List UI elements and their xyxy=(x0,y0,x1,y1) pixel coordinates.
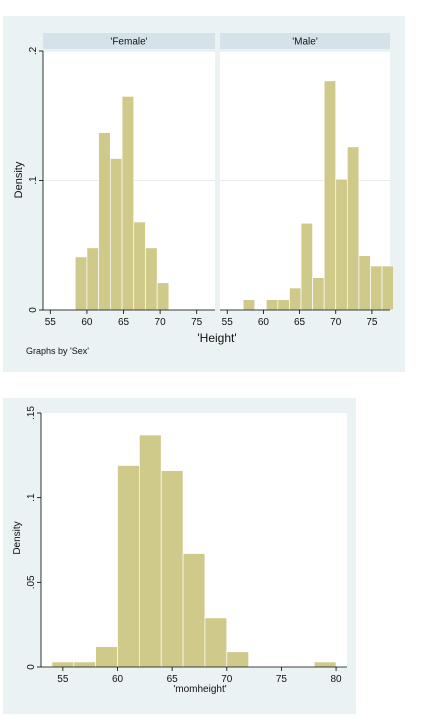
x-tick-label: 70 xyxy=(221,674,233,685)
y-tick-label: .15 xyxy=(26,406,37,420)
histogram-bar xyxy=(300,222,313,311)
strip-label-male: 'Male' xyxy=(292,37,318,48)
x-axis-title: 'Height' xyxy=(197,331,236,345)
x-tick-label: 65 xyxy=(294,317,306,328)
x-tick-label: 60 xyxy=(258,317,270,328)
histogram-bar xyxy=(358,255,371,311)
histogram-bar xyxy=(160,470,184,668)
height-by-sex-histogram: 'Female' 0 .1 .2 55 60 65 70 75 'Male' 55 60 65 7… xyxy=(3,16,405,372)
histogram-bar xyxy=(121,95,135,311)
strip-male xyxy=(220,33,390,49)
y-axis-title: Density xyxy=(13,161,25,198)
strip-female xyxy=(43,33,215,49)
histogram-bar xyxy=(335,178,348,311)
histogram-bar xyxy=(370,265,383,311)
x-tick-label: 65 xyxy=(118,317,130,328)
histogram-bar xyxy=(98,132,111,311)
histogram-bar xyxy=(381,265,394,311)
histogram-bar xyxy=(265,299,279,311)
strip-label-female: 'Female' xyxy=(110,37,147,48)
panel-male: 'Male' 55 60 65 70 75 xyxy=(220,33,394,328)
histogram-bar xyxy=(242,299,256,311)
histogram-bar xyxy=(226,651,249,668)
y-axis-title-2: Density xyxy=(12,521,23,554)
x-tick-label: 55 xyxy=(57,674,69,685)
y-tick-label: 0 xyxy=(28,307,39,313)
momheight-histogram: 0 .05 .1 .15 55 60 65 70 75 80 Density 'momheigh… xyxy=(3,398,356,714)
x-tick-label: 75 xyxy=(276,674,288,685)
graphs-by-note: Graphs by 'Sex' xyxy=(26,346,89,356)
x-tick-label: 65 xyxy=(167,674,179,685)
histogram-bar xyxy=(289,287,302,311)
histogram-bar xyxy=(86,247,99,311)
x-tick-label: 70 xyxy=(155,317,167,328)
histogram-bar xyxy=(313,661,337,668)
histogram-bar xyxy=(145,247,158,311)
histogram-bar xyxy=(109,158,123,311)
histogram-bar xyxy=(346,146,360,311)
x-tick-label: 75 xyxy=(191,317,203,328)
x-tick-label: 55 xyxy=(45,317,57,328)
y-tick-label: .2 xyxy=(28,46,39,55)
y-tick-label: .1 xyxy=(28,176,39,185)
x-tick-label: 60 xyxy=(112,674,124,685)
histogram-bar xyxy=(117,465,140,668)
y-tick-label: 0 xyxy=(26,664,37,670)
x-tick-label: 80 xyxy=(331,674,343,685)
histogram-bar xyxy=(51,661,75,668)
histogram-bar xyxy=(95,646,118,668)
histogram-bar xyxy=(277,299,290,311)
histogram-bar xyxy=(74,256,88,311)
histogram-bar xyxy=(156,282,170,311)
y-tick-label: .05 xyxy=(26,575,37,589)
x-tick-label: 70 xyxy=(330,317,342,328)
x-tick-label: 55 xyxy=(222,317,234,328)
x-axis-title-2: 'momheight' xyxy=(173,684,226,695)
histogram-bar xyxy=(204,617,228,668)
histogram-bar xyxy=(312,277,325,311)
x-tick-label: 60 xyxy=(81,317,93,328)
histogram-bar xyxy=(323,80,337,311)
x-tick-label: 75 xyxy=(366,317,378,328)
histogram-bar xyxy=(182,553,206,668)
panel-female: 'Female' 0 .1 .2 55 60 65 70 75 xyxy=(28,33,215,328)
histogram-bar xyxy=(139,434,162,668)
y-tick-label: .1 xyxy=(26,493,37,502)
histogram-bar xyxy=(73,661,96,668)
histogram-bar xyxy=(133,221,146,311)
